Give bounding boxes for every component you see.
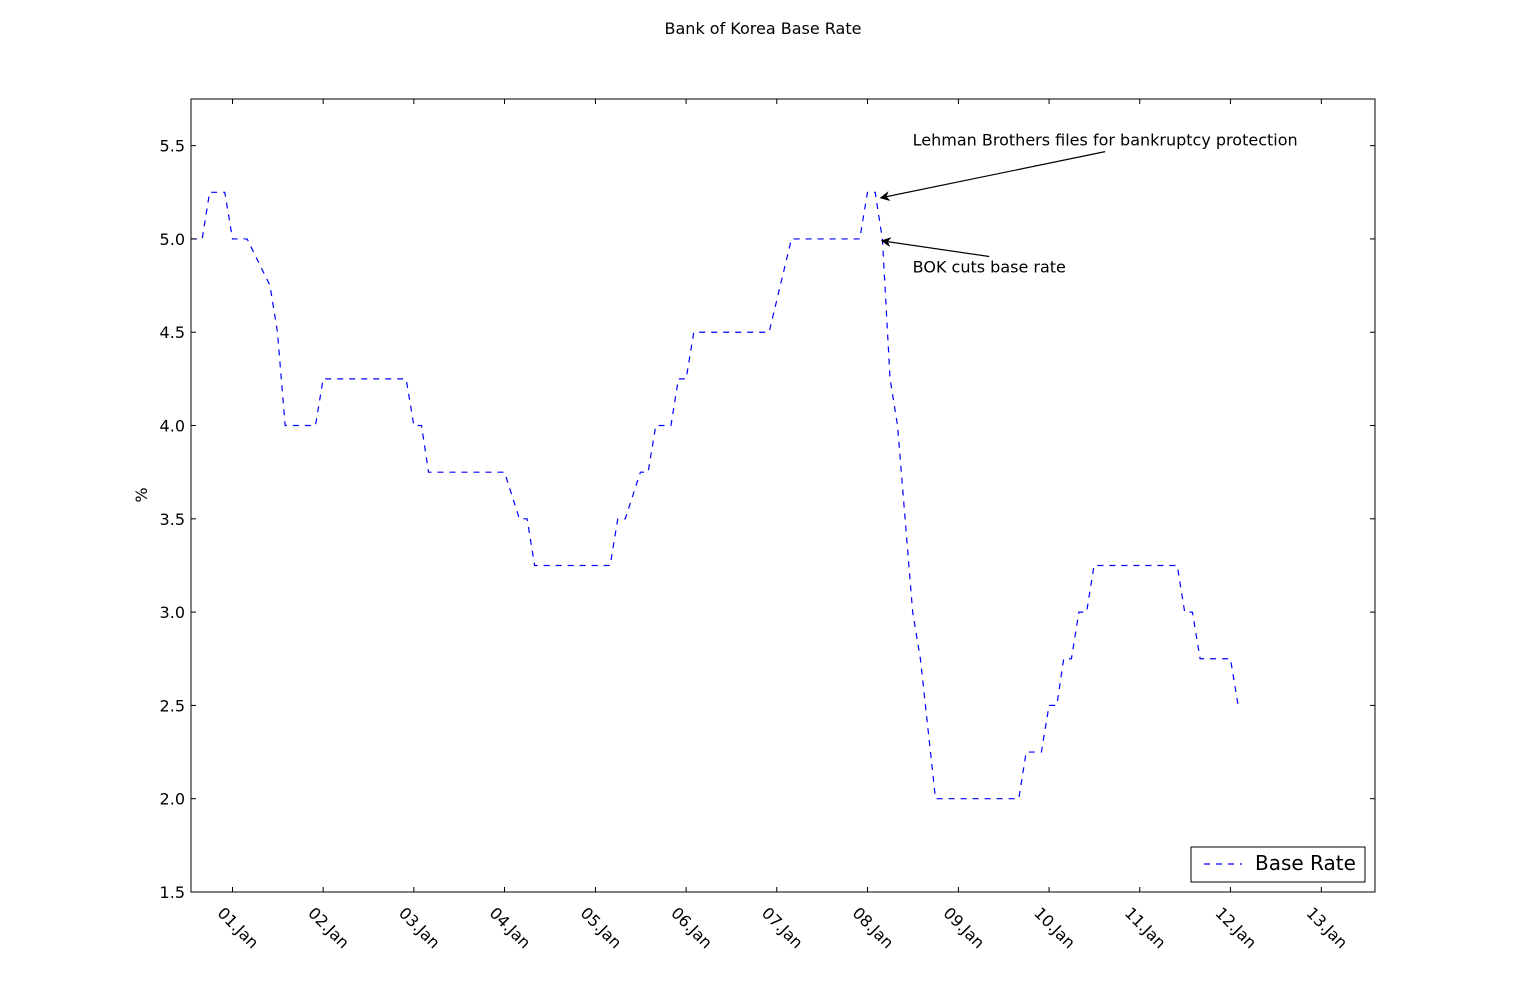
- ticks-layer: 1.5 2.0 2.5 3.0 3.5 4.0 4.5 5.0 5.5 01.Jan 02.Jan 0…: [160, 99, 1375, 952]
- x-tick-label: 07.Jan: [758, 903, 807, 952]
- chart-title: Bank of Korea Base Rate: [665, 19, 862, 38]
- y-tick-label: 4.0: [160, 417, 185, 436]
- x-tick-label: 13.Jan: [1303, 903, 1352, 952]
- y-axis-label: %: [132, 487, 151, 502]
- plot-frame: [190, 98, 1376, 893]
- x-tick-label: 08.Jan: [849, 903, 898, 952]
- y-tick-label: 3.0: [160, 603, 185, 622]
- series-layer: [191, 191, 1239, 800]
- x-tick-label: 09.Jan: [940, 903, 989, 952]
- x-tick-label: 11.Jan: [1121, 903, 1170, 952]
- annotation-text-1: BOK cuts base rate: [913, 258, 1066, 277]
- y-tick-label: 5.0: [160, 230, 185, 249]
- y-tick-label: 2.5: [160, 696, 185, 715]
- x-tick-label: 06.Jan: [667, 903, 716, 952]
- y-tick-label: 1.5: [160, 883, 185, 902]
- x-tick-label: 01.Jan: [214, 903, 263, 952]
- x-tick-label: 03.Jan: [395, 903, 444, 952]
- y-tick-label: 5.5: [160, 137, 185, 156]
- x-tick-label: 12.Jan: [1212, 903, 1261, 952]
- x-tick-label: 05.Jan: [577, 903, 626, 952]
- x-tick-label: 10.Jan: [1030, 903, 1079, 952]
- annotation-arrow-1: [880, 237, 990, 258]
- y-tick-label: 3.5: [160, 510, 185, 529]
- legend-label: Base Rate: [1255, 851, 1356, 875]
- x-tick-label: 02.Jan: [304, 903, 353, 952]
- annotation-arrow-0: [879, 151, 1106, 201]
- x-tick-label: 04.Jan: [486, 903, 535, 952]
- y-tick-label: 2.0: [160, 790, 185, 809]
- series-line-0: [191, 191, 1239, 800]
- annotation-layer: Lehman Brothers files for bankruptcy pro…: [879, 131, 1298, 277]
- annotation-text-0: Lehman Brothers files for bankruptcy pro…: [913, 131, 1298, 150]
- y-tick-label: 4.5: [160, 323, 185, 342]
- legend: Base Rate: [1190, 846, 1366, 883]
